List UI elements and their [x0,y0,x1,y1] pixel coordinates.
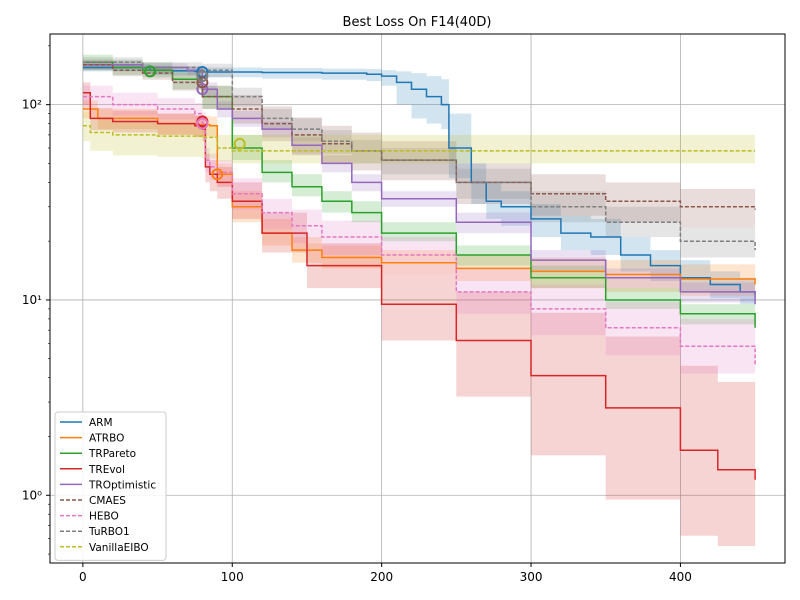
trevol-band [82,82,756,551]
arm-line [82,66,756,295]
x-tick-label: 300 [520,570,543,584]
trpareto-marker [144,65,157,78]
vanillaeibo-marker [233,137,246,150]
legend-label: TROptimistic [88,479,156,491]
trevol-line [82,92,756,480]
legend-label: VanillaEIBO [89,542,149,554]
x-tick-label: 200 [370,570,393,584]
arm-band [82,63,756,308]
y-tick-label: 10² [22,98,42,112]
x-tick-label: 0 [79,570,87,584]
legend-label: TuRBO1 [88,526,130,538]
trpareto-band [82,54,756,338]
legend-label: ARM [89,417,113,429]
series-markers [144,65,246,181]
legend: ARM ATRBO TRPareto TREvol TROptimistic CMAES H… [54,411,167,561]
y-tick-label: 10¹ [22,293,42,307]
x-tick-label: 100 [221,570,244,584]
y-axis-ticks: 10⁰ 10¹ 10² [22,45,50,555]
legend-label: ATRBO [89,433,124,445]
troptimistic-marker [196,83,209,96]
legend-box [54,411,167,561]
atrbo-band [82,100,756,300]
cmaes-band [82,59,756,232]
x-tick-label: 400 [669,570,692,584]
legend-label: CMAES [89,495,126,507]
confidence-bands [82,54,756,551]
vanillaeibo-line [82,124,756,152]
legend-label: HEBO [89,511,119,523]
cmaes-marker [196,76,209,89]
series-lines [82,61,756,480]
turbo1-band [82,57,756,266]
troptimistic-band [82,60,756,316]
legend-label: TREvol [88,464,125,476]
hebo-marker [196,117,209,130]
plot-frame [49,33,786,564]
legend-label: TRPareto [88,448,136,460]
y-tick-label: 10⁰ [22,488,42,502]
chart-title: Best Loss On F14(40D) [343,15,492,30]
atrbo-marker [211,168,224,181]
x-axis-ticks: 0 100 200 300 400 [79,563,692,584]
hebo-line [82,95,756,366]
turbo1-marker [196,70,209,83]
cmaes-line [82,64,756,210]
